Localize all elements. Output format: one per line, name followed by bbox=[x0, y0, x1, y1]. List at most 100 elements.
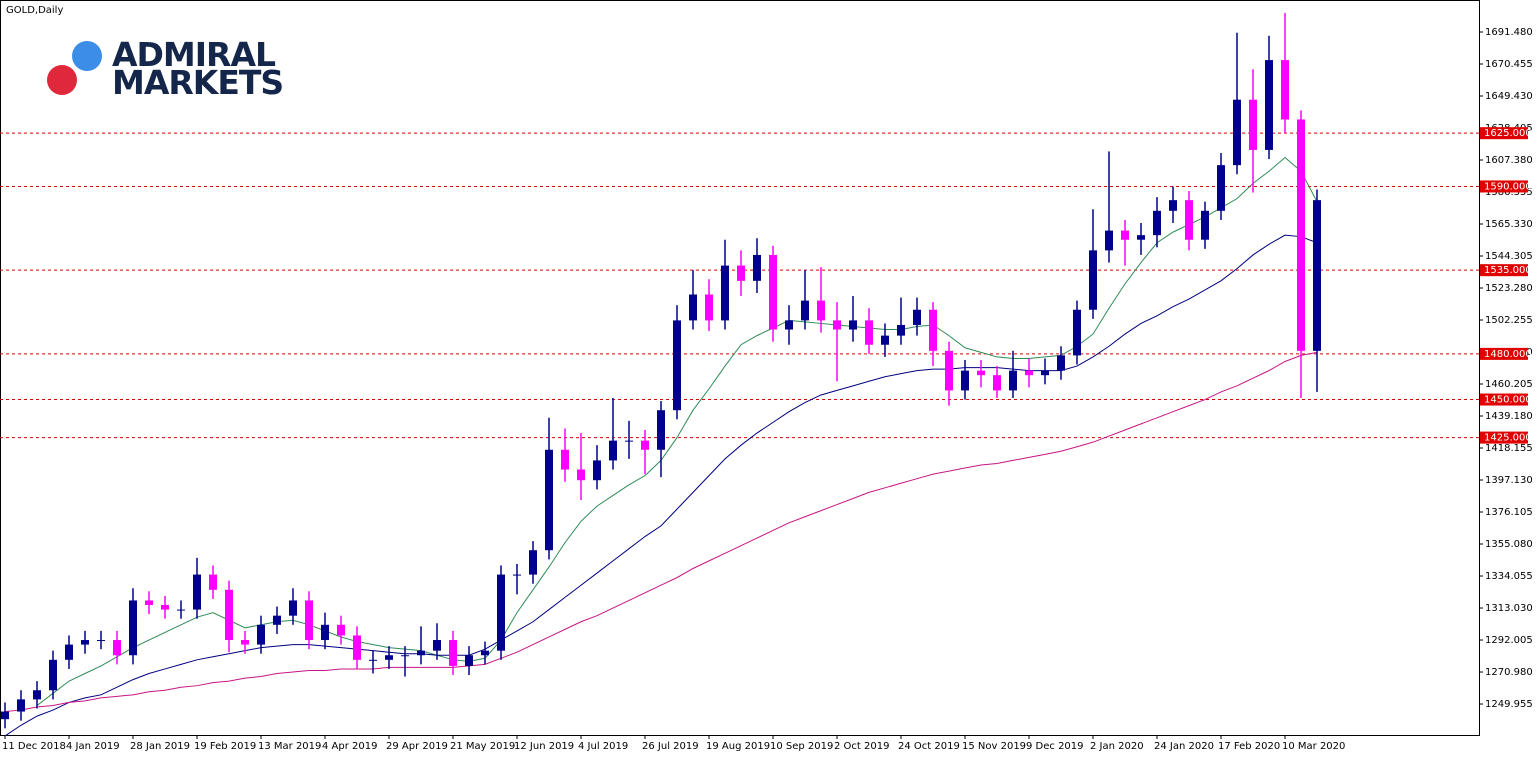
candle-body bbox=[1041, 370, 1049, 376]
candle-body bbox=[1153, 210, 1161, 236]
candle-body bbox=[561, 449, 569, 470]
level-label-box bbox=[1480, 431, 1528, 444]
candle-body bbox=[673, 320, 681, 411]
candle-body bbox=[1265, 60, 1273, 150]
y-tick-label: 1565.330 bbox=[1485, 219, 1533, 230]
candle-body bbox=[81, 640, 89, 645]
candle-body bbox=[193, 574, 201, 610]
candle-body bbox=[369, 659, 377, 661]
candle-body bbox=[161, 605, 169, 610]
x-tick-label: 4 Jan 2019 bbox=[66, 741, 120, 752]
candle-body bbox=[753, 254, 761, 281]
candle-body bbox=[33, 690, 41, 700]
x-tick-label: 10 Sep 2019 bbox=[770, 741, 833, 752]
moving-average bbox=[4, 351, 1318, 713]
y-tick-label: 1334.055 bbox=[1485, 571, 1533, 582]
candle-body bbox=[705, 294, 713, 321]
y-tick-label: 1270.980 bbox=[1485, 667, 1533, 678]
x-tick-label: 13 Mar 2019 bbox=[258, 741, 321, 752]
y-tick-label: 1249.955 bbox=[1485, 699, 1533, 710]
candle-body bbox=[209, 574, 217, 590]
moving-average bbox=[36, 156, 1318, 706]
level-label-box bbox=[1480, 180, 1528, 193]
candle-body bbox=[1025, 370, 1033, 376]
y-tick-label: 1397.130 bbox=[1485, 475, 1533, 486]
x-tick-label: 19 Feb 2019 bbox=[194, 741, 256, 752]
candle-body bbox=[401, 655, 409, 657]
candle-body bbox=[417, 650, 425, 656]
level-label: 1480.000 bbox=[1484, 349, 1532, 360]
chart-title: GOLD,Daily bbox=[6, 5, 63, 16]
candle-body bbox=[769, 254, 777, 330]
candle-body bbox=[881, 335, 889, 345]
y-tick-label: 1376.105 bbox=[1485, 507, 1533, 518]
candle-body bbox=[801, 300, 809, 321]
candle-body bbox=[545, 449, 553, 551]
candle-body bbox=[657, 410, 665, 450]
candle-body bbox=[513, 574, 521, 576]
candle-body bbox=[993, 375, 1001, 391]
y-tick-label: 1586.355 bbox=[1485, 187, 1533, 198]
logo-text: MARKETS bbox=[112, 63, 283, 102]
candle-body bbox=[785, 320, 793, 330]
y-tick-label: 1313.030 bbox=[1485, 603, 1533, 614]
candle-body bbox=[929, 309, 937, 351]
x-tick-label: 19 Aug 2019 bbox=[706, 741, 770, 752]
candle-body bbox=[961, 370, 969, 391]
logo-dot-blue bbox=[72, 41, 102, 71]
candle-body bbox=[433, 640, 441, 651]
candle-body bbox=[529, 550, 537, 575]
candle-body bbox=[897, 324, 905, 336]
x-tick-label: 11 Dec 2018 bbox=[2, 741, 66, 752]
candle-body bbox=[1073, 309, 1081, 356]
x-tick-label: 10 Mar 2020 bbox=[1282, 741, 1345, 752]
y-tick-label: 1544.305 bbox=[1485, 251, 1533, 262]
candle-body bbox=[609, 440, 617, 461]
candle-body bbox=[833, 320, 841, 330]
logo-text: ADMIRAL bbox=[112, 35, 276, 74]
y-tick-label: 1292.005 bbox=[1485, 635, 1533, 646]
candle-body bbox=[177, 609, 185, 611]
candle-body bbox=[129, 600, 137, 656]
candle-body bbox=[721, 265, 729, 321]
candle-body bbox=[497, 574, 505, 651]
candle-body bbox=[1057, 355, 1065, 371]
candle-body bbox=[977, 370, 985, 376]
level-label-box bbox=[1480, 347, 1528, 360]
candle-body bbox=[1201, 210, 1209, 240]
x-tick-label: 9 Dec 2019 bbox=[1026, 741, 1084, 752]
candle-body bbox=[1313, 200, 1321, 351]
y-tick-label: 1607.380 bbox=[1485, 155, 1533, 166]
x-tick-label: 4 Jul 2019 bbox=[578, 741, 628, 752]
level-label-box bbox=[1480, 393, 1528, 406]
candle-body bbox=[625, 440, 633, 442]
candle-body bbox=[849, 320, 857, 330]
candle-body bbox=[353, 635, 361, 660]
x-tick-label: 4 Apr 2019 bbox=[322, 741, 377, 752]
x-tick-label: 26 Jul 2019 bbox=[642, 741, 699, 752]
x-tick-label: 24 Jan 2020 bbox=[1154, 741, 1214, 752]
candle-body bbox=[1009, 370, 1017, 391]
y-tick-label: 1502.255 bbox=[1485, 315, 1533, 326]
candle-body bbox=[1281, 60, 1289, 120]
x-tick-label: 2 Oct 2019 bbox=[834, 741, 889, 752]
logo-dot-red bbox=[47, 65, 77, 95]
candle-body bbox=[1249, 99, 1257, 150]
level-label-box bbox=[1480, 264, 1528, 277]
candle-body bbox=[737, 265, 745, 281]
candle-body bbox=[1217, 165, 1225, 211]
candle-body bbox=[577, 469, 585, 481]
moving-average bbox=[4, 234, 1318, 737]
candle-body bbox=[337, 624, 345, 636]
candle-body bbox=[17, 699, 25, 712]
candle-body bbox=[1233, 99, 1241, 166]
x-tick-label: 29 Apr 2019 bbox=[386, 741, 448, 752]
candle-body bbox=[241, 640, 249, 645]
candle-body bbox=[465, 655, 473, 666]
candle-body bbox=[113, 640, 121, 656]
candle-body bbox=[1297, 119, 1305, 351]
plot-frame bbox=[0, 0, 1480, 736]
y-tick-label: 1460.205 bbox=[1485, 379, 1533, 390]
candle-body bbox=[321, 624, 329, 641]
